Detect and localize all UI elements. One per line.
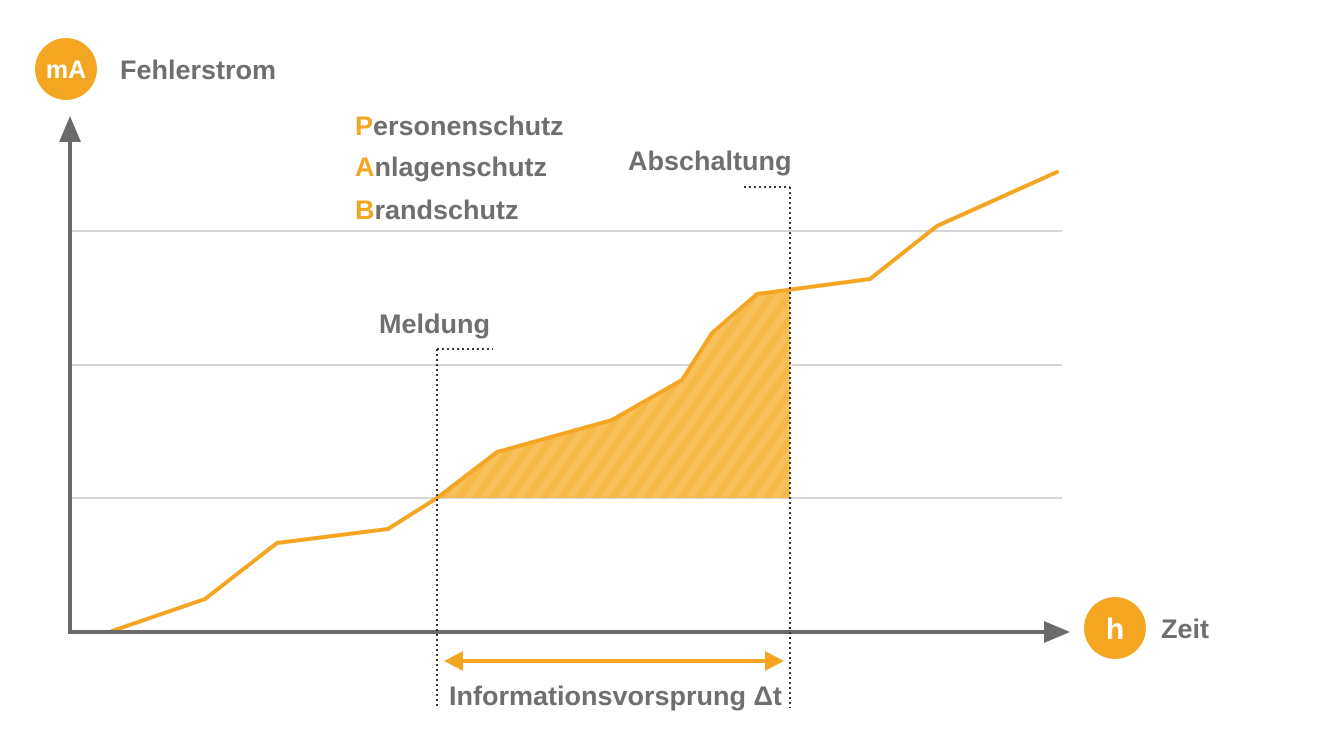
protection-rest: randschutz	[375, 195, 519, 225]
protection-level-personenschutz: Personenschutz	[355, 111, 564, 141]
protection-initial: A	[355, 152, 375, 182]
protection-level-brandschutz: Brandschutz	[355, 195, 519, 225]
information-advantage-area	[437, 291, 790, 498]
protection-initial: B	[355, 195, 375, 225]
x-axis-label: Zeit	[1161, 614, 1209, 644]
warning-marker-label: Meldung	[379, 309, 490, 339]
shutdown-marker-label: Abschaltung	[628, 146, 792, 176]
x-axis-badge-text: h	[1106, 613, 1124, 646]
protection-rest: nlagenschutz	[375, 152, 548, 182]
hour-badge-icon	[1084, 597, 1146, 659]
protection-initial: P	[355, 111, 373, 141]
milliampere-badge-icon	[35, 38, 97, 100]
interval-label: Informationsvorsprung Δt	[449, 681, 782, 711]
protection-level-anlagenschutz: Anlagenschutz	[355, 152, 547, 182]
protection-rest: ersonenschutz	[373, 111, 564, 141]
double-arrow-icon	[444, 651, 784, 671]
y-axis-badge-text: mA	[46, 56, 86, 84]
y-axis-arrowhead-icon	[59, 116, 81, 142]
y-axis-label: Fehlerstrom	[120, 55, 276, 85]
x-axis-arrowhead-icon	[1044, 621, 1070, 643]
fault-current-curve	[110, 170, 1059, 633]
